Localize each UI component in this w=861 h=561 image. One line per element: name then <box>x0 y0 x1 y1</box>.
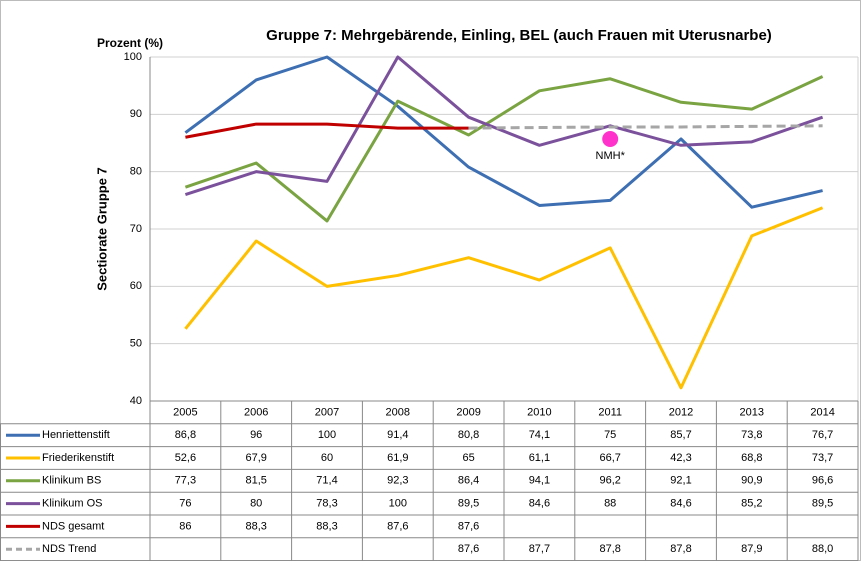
table-cell: 84,6 <box>529 498 550 510</box>
table-cell: 86 <box>179 520 191 532</box>
chart-title: Gruppe 7: Mehrgebärende, Einling, BEL (a… <box>266 27 772 44</box>
table-cell: 61,1 <box>529 452 550 464</box>
table-cell: 66,7 <box>599 452 620 464</box>
x-tick-label: 2006 <box>244 406 268 418</box>
table-cell: 60 <box>321 452 333 464</box>
table-cell: 76,7 <box>812 429 833 441</box>
table-cell: 92,3 <box>387 475 408 487</box>
x-tick-label: 2007 <box>315 406 339 418</box>
x-tick-label: 2005 <box>173 406 197 418</box>
table-cell: 74,1 <box>529 429 550 441</box>
x-tick-label: 2014 <box>810 406 834 418</box>
table-cell: 91,4 <box>387 429 408 441</box>
table-cell: 88,3 <box>316 520 337 532</box>
series-line <box>184 55 824 197</box>
table-cell: 65 <box>462 452 474 464</box>
table-cell: 87,8 <box>670 543 691 555</box>
table-cell: 87,6 <box>458 543 479 555</box>
table-cell: 86,8 <box>175 429 196 441</box>
table-cell: 87,7 <box>529 543 550 555</box>
legend-label: Henriettenstift <box>42 429 110 441</box>
legend-label: Klinikum OS <box>42 498 103 510</box>
annotation-label: NMH* <box>596 150 626 162</box>
table-cell: 88 <box>604 498 616 510</box>
table-cell: 96,6 <box>812 475 833 487</box>
table-cell: 67,9 <box>245 452 266 464</box>
y-tick-label: 60 <box>130 280 142 292</box>
y-tick-label: 80 <box>130 166 142 178</box>
legend-label: NDS gesamt <box>42 520 104 532</box>
table-cell: 88,0 <box>812 543 833 555</box>
table-cell: 78,3 <box>316 498 337 510</box>
table-cell: 96,2 <box>599 475 620 487</box>
table-cell: 85,7 <box>670 429 691 441</box>
annotation-dot <box>602 130 619 147</box>
table-cell: 84,6 <box>670 498 691 510</box>
x-tick-label: 2012 <box>669 406 693 418</box>
table-cell: 89,5 <box>458 498 479 510</box>
y-tick-label: 100 <box>124 51 142 63</box>
x-tick-label: 2013 <box>740 406 764 418</box>
table-cell: 89,5 <box>812 498 833 510</box>
legend-label: NDS Trend <box>42 543 96 555</box>
table-cell: 42,3 <box>670 452 691 464</box>
y-unit-label: Prozent (%) <box>97 36 163 50</box>
table-cell: 85,2 <box>741 498 762 510</box>
table-cell: 92,1 <box>670 475 691 487</box>
table-cell: 68,8 <box>741 452 762 464</box>
legend-label: Friederikenstift <box>42 452 114 464</box>
y-tick-label: 90 <box>130 108 142 120</box>
table-cell: 80 <box>250 498 262 510</box>
series-line <box>185 122 469 139</box>
table-cell: 76 <box>179 498 191 510</box>
table-cell: 87,6 <box>387 520 408 532</box>
x-tick-label: 2010 <box>527 406 551 418</box>
table-cell: 73,8 <box>741 429 762 441</box>
table-cell: 86,4 <box>458 475 479 487</box>
series-line <box>184 75 824 223</box>
table-cell: 87,6 <box>458 520 479 532</box>
table-cell: 88,3 <box>245 520 266 532</box>
series-line <box>184 55 823 209</box>
table-cell: 94,1 <box>529 475 550 487</box>
table-cell: 77,3 <box>175 475 196 487</box>
y-tick-label: 40 <box>130 395 142 407</box>
x-tick-label: 2009 <box>456 406 480 418</box>
x-tick-label: 2011 <box>598 406 622 418</box>
x-tick-label: 2008 <box>386 406 410 418</box>
table-cell: 80,8 <box>458 429 479 441</box>
table-cell: 90,9 <box>741 475 762 487</box>
table-cell: 87,8 <box>599 543 620 555</box>
table-cell: 87,9 <box>741 543 762 555</box>
series-line <box>184 206 824 390</box>
y-tick-label: 50 <box>130 338 142 350</box>
table-cell: 75 <box>604 429 616 441</box>
y-tick-label: 70 <box>130 223 142 235</box>
table-cell: 61,9 <box>387 452 408 464</box>
table-cell: 71,4 <box>316 475 337 487</box>
table-cell: 100 <box>318 429 336 441</box>
table-cell: 96 <box>250 429 262 441</box>
table-cell: 81,5 <box>245 475 266 487</box>
legend-label: Klinikum BS <box>42 475 101 487</box>
series-line <box>468 124 823 130</box>
table-cell: 52,6 <box>175 452 196 464</box>
y-axis-label: Sectiorate Gruppe 7 <box>94 167 109 291</box>
table-cell: 100 <box>389 498 407 510</box>
table-cell: 73,7 <box>812 452 833 464</box>
